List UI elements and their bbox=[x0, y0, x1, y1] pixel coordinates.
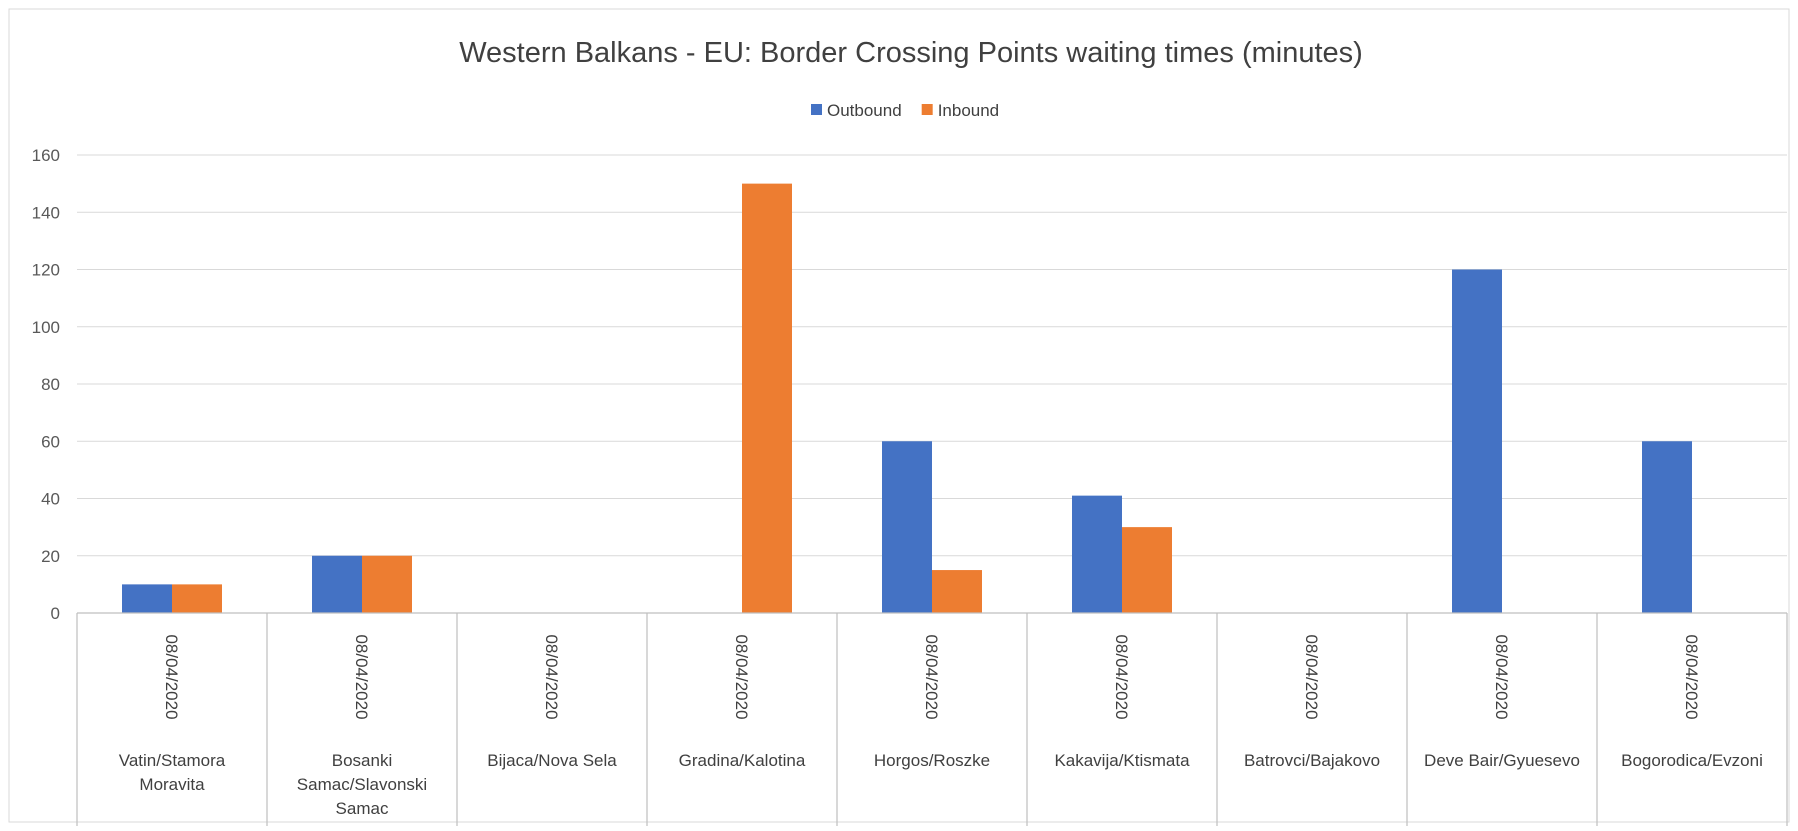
bar-outbound bbox=[882, 441, 932, 613]
y-axis-ticks: 0 20 40 60 80 100 120 140 160 bbox=[32, 146, 60, 623]
y-tick-label: 100 bbox=[32, 318, 60, 337]
bar-outbound bbox=[1642, 441, 1692, 613]
x-tick-date: 08/04/2020 bbox=[732, 634, 751, 719]
x-tick-label: Vatin/Stamora bbox=[119, 751, 226, 770]
x-tick-label: Gradina/Kalotina bbox=[679, 751, 806, 770]
bar-inbound bbox=[362, 555, 412, 613]
bar-inbound bbox=[1122, 527, 1172, 613]
legend-label-inbound: Inbound bbox=[938, 101, 999, 120]
x-tick-date: 08/04/2020 bbox=[1682, 634, 1701, 719]
x-tick-date: 08/04/2020 bbox=[922, 634, 941, 719]
x-tick-date: 08/04/2020 bbox=[352, 634, 371, 719]
x-tick-date: 08/04/2020 bbox=[1492, 634, 1511, 719]
x-tick-label: Horgos/Roszke bbox=[874, 751, 990, 770]
x-axis: 08/04/2020 Vatin/Stamora Moravita 08/04/202… bbox=[76, 612, 1788, 826]
bar-outbound bbox=[1452, 269, 1502, 613]
x-tick-date: 08/04/2020 bbox=[1112, 634, 1131, 719]
x-tick-label: Bosanki bbox=[332, 751, 392, 770]
x-tick-date: 08/04/2020 bbox=[1302, 634, 1321, 719]
x-tick-label: Batrovci/Bajakovo bbox=[1244, 751, 1380, 770]
x-tick-label: Bogorodica/Evzoni bbox=[1621, 751, 1763, 770]
bar-inbound bbox=[742, 183, 792, 613]
legend: Outbound Inbound bbox=[811, 101, 999, 120]
bar-outbound bbox=[1072, 495, 1122, 613]
bars bbox=[122, 183, 1692, 613]
x-tick-date: 08/04/2020 bbox=[542, 634, 561, 719]
x-tick-label: Samac bbox=[336, 799, 389, 818]
y-tick-label: 160 bbox=[32, 146, 60, 165]
y-tick-label: 60 bbox=[41, 432, 60, 451]
x-tick-label: Deve Bair/Gyuesevo bbox=[1424, 751, 1580, 770]
y-tick-label: 20 bbox=[41, 547, 60, 566]
bar-outbound bbox=[122, 584, 172, 613]
bar-outbound bbox=[312, 555, 362, 613]
y-tick-label: 40 bbox=[41, 490, 60, 509]
y-tick-label: 80 bbox=[41, 375, 60, 394]
legend-swatch-inbound bbox=[921, 104, 933, 115]
y-tick-label: 120 bbox=[32, 261, 60, 280]
y-tick-label: 140 bbox=[32, 203, 60, 222]
chart-title: Western Balkans - EU: Border Crossing Po… bbox=[459, 37, 1363, 69]
x-tick-label: Moravita bbox=[139, 775, 205, 794]
x-tick-date: 08/04/2020 bbox=[162, 634, 181, 719]
x-tick-label: Kakavija/Ktismata bbox=[1054, 751, 1190, 770]
legend-label-outbound: Outbound bbox=[827, 101, 902, 120]
y-tick-label: 0 bbox=[51, 604, 60, 623]
bar-inbound bbox=[172, 584, 222, 613]
x-tick-label: Bijaca/Nova Sela bbox=[487, 751, 617, 770]
x-tick-label: Samac/Slavonski bbox=[297, 775, 427, 794]
bar-inbound bbox=[932, 570, 982, 613]
chart-border bbox=[8, 8, 1790, 823]
legend-swatch-outbound bbox=[811, 104, 822, 115]
